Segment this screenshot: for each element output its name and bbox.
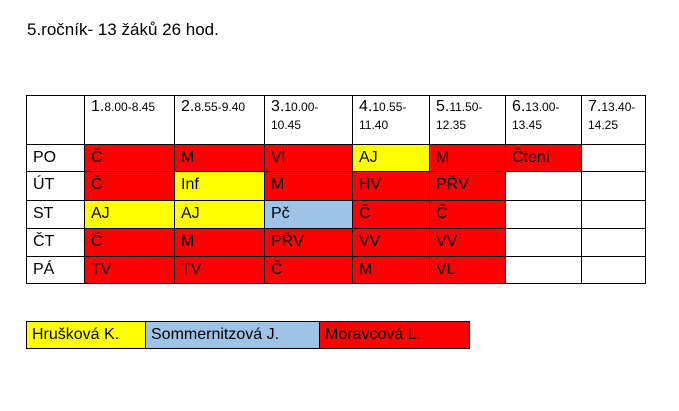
lesson-cell: VL	[429, 256, 506, 284]
lesson-cell: Čtení	[505, 144, 582, 172]
lesson-cell: VV	[429, 228, 506, 257]
period-header: 5.11.50-12.35	[429, 95, 506, 145]
lesson-cell: Č	[352, 200, 430, 229]
day-label: PO	[26, 144, 85, 172]
period-header: 3.10.00-10.45	[264, 95, 353, 145]
period-time: 11.50-12.35	[436, 100, 483, 132]
period-number: 4.	[359, 98, 373, 115]
period-number: 2.	[181, 98, 195, 115]
lesson-cell: Č	[84, 228, 175, 257]
lesson-cell: HV	[352, 171, 430, 201]
period-number: 6.	[512, 98, 526, 115]
empty-cell	[581, 200, 646, 229]
empty-cell	[505, 228, 582, 257]
empty-cell	[505, 256, 582, 284]
lesson-cell: PŘV	[429, 171, 506, 201]
empty-cell	[505, 200, 582, 229]
lesson-cell: M	[174, 144, 265, 172]
lesson-cell: Vl	[264, 144, 353, 172]
lesson-cell: Č	[264, 256, 353, 284]
period-number: 3.	[271, 98, 285, 115]
period-header: 1.8.00-8.45	[84, 95, 175, 145]
empty-cell	[581, 171, 646, 201]
lesson-cell: Č	[429, 200, 506, 229]
empty-cell	[581, 144, 646, 172]
lesson-cell: Pč	[264, 200, 353, 229]
period-number: 5.	[436, 98, 450, 115]
empty-cell	[581, 256, 646, 284]
lesson-cell: Inf	[174, 171, 265, 201]
lesson-cell: M	[429, 144, 506, 172]
day-label: ST	[26, 200, 85, 229]
legend-teacher: Hrušková K.	[26, 321, 146, 349]
period-header: 6.13.00-13.45	[505, 95, 582, 145]
empty-cell	[581, 228, 646, 257]
empty-cell	[505, 171, 582, 201]
corner-cell	[26, 95, 85, 145]
period-header: 2.8.55-9.40	[174, 95, 265, 145]
period-time: 8.00-8.45	[104, 100, 156, 114]
lesson-cell: M	[264, 171, 353, 201]
lesson-cell: PŘV	[264, 228, 353, 257]
period-number: 7.	[588, 98, 602, 115]
period-header: 4.10.55-11.40	[352, 95, 430, 145]
period-time: 10.55-11.40	[359, 100, 407, 132]
lesson-cell: Č	[84, 144, 175, 172]
lesson-cell: TV	[84, 256, 175, 284]
day-label: ÚT	[26, 171, 85, 201]
period-header: 7.13.40-14.25	[581, 95, 646, 145]
lesson-cell: VV	[352, 228, 430, 257]
lesson-cell: Č	[84, 171, 175, 201]
period-time: 13.00-13.45	[512, 100, 560, 132]
legend-teacher: Sommernitzová J.	[145, 321, 320, 349]
lesson-cell: TV	[174, 256, 265, 284]
period-number: 1.	[91, 98, 105, 115]
lesson-cell: AJ	[174, 200, 265, 229]
lesson-cell: AJ	[84, 200, 175, 229]
period-time: 10.00-10.45	[271, 100, 319, 132]
lesson-cell: AJ	[352, 144, 430, 172]
lesson-cell: M	[352, 256, 430, 284]
legend-teacher: Moravcová L.	[319, 321, 470, 349]
title: 5.ročník- 13 žáků 26 hod.	[27, 20, 219, 39]
period-time: 8.55-9.40	[194, 100, 246, 114]
period-time: 13.40-14.25	[588, 100, 636, 132]
day-label: PÁ	[26, 256, 85, 284]
day-label: ČT	[26, 228, 85, 257]
lesson-cell: M	[174, 228, 265, 257]
